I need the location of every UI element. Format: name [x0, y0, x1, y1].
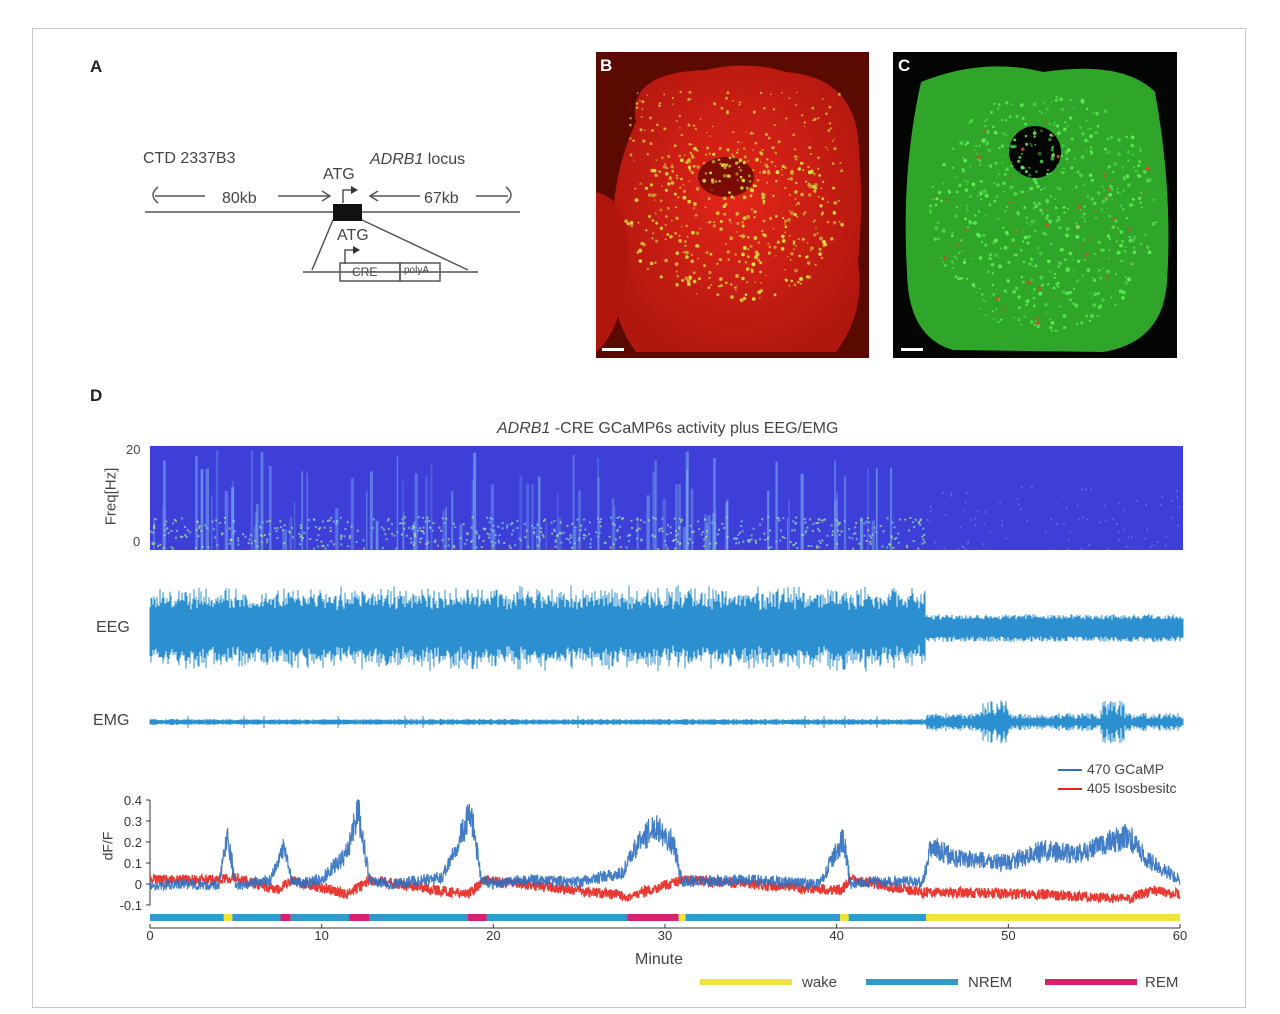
tissue-section-c [905, 66, 1169, 352]
cre-label: CRE [352, 265, 378, 279]
scale-bar-c [901, 348, 923, 351]
legend-isosbestic: 405 Isosbesitc [1087, 780, 1177, 796]
legend-gcamp: 470 GCaMP [1087, 761, 1165, 777]
spectrogram [150, 446, 1183, 550]
left-length-label: 80kb [222, 190, 257, 207]
legend-label-wake: wake [802, 974, 838, 991]
spectrogram-ytick-bottom: 0 [133, 534, 141, 549]
title-rest: -CRE GCaMP6s activity plus EEG/EMG [550, 420, 839, 437]
panel-label-c: C [898, 56, 911, 75]
panel-label-b: B [600, 56, 613, 75]
atg-top-label: ATG [323, 166, 355, 183]
legend-label-rem: REM [1145, 974, 1179, 991]
labeled-cells-c [928, 95, 1158, 332]
title-gene: ADRB1 [497, 420, 551, 437]
labeled-cells-b [624, 90, 844, 303]
panel-label-a: A [90, 57, 103, 76]
emg-label: EMG [93, 712, 130, 729]
atg-bottom-label: ATG [337, 227, 369, 244]
x-axis-label: Minute [635, 951, 684, 968]
locus-gene: ADRB1 [370, 151, 424, 168]
eeg-label: EEG [96, 619, 130, 636]
spectrogram-ylabel: Freq[Hz] [102, 467, 120, 526]
emg-trace [149, 700, 1184, 744]
locus-suffix: locus [423, 151, 466, 168]
panel-label-d: D [90, 386, 103, 405]
ventricle-c [1009, 126, 1061, 178]
polya-label: polyA [404, 265, 430, 276]
scale-bar-b [602, 348, 624, 351]
tissue-section-b [612, 65, 861, 353]
micrograph-b [596, 52, 869, 358]
locus-label: ADRB1 locus [370, 151, 465, 169]
bac-name: CTD 2337B3 [143, 150, 236, 167]
micrograph-c [893, 52, 1177, 358]
dff-ylabel: dF/F [99, 831, 116, 861]
right-length-label: 67kb [424, 190, 459, 207]
legend-label-nrem: NREM [968, 974, 1013, 991]
spectrogram-ytick-top: 20 [126, 442, 141, 457]
eeg-trace [149, 585, 1184, 672]
figure-d-title: ADRB1 -CRE GCaMP6s activity plus EEG/EMG [497, 420, 838, 438]
